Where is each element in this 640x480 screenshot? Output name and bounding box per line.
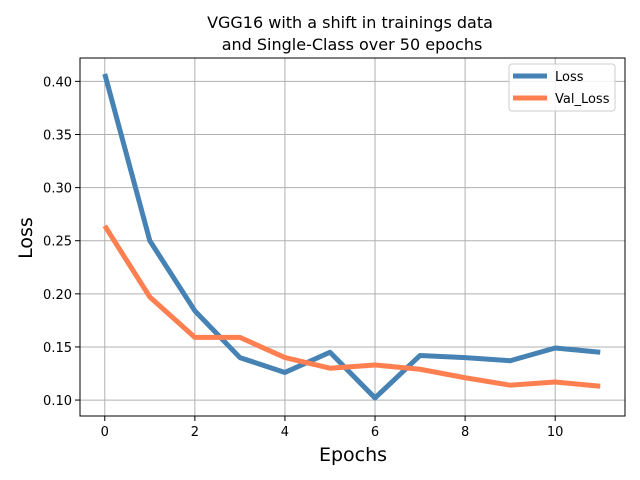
x-axis-title: Epochs <box>319 444 387 466</box>
y-tick-label: 0.40 <box>43 75 72 90</box>
y-tick-label: 0.20 <box>43 288 72 303</box>
x-tick-label: 2 <box>191 425 199 440</box>
x-tick-label: 8 <box>461 425 469 440</box>
legend: Loss Val_Loss <box>508 63 616 112</box>
y-tick-label: 0.30 <box>43 182 72 197</box>
y-tick-label: 0.25 <box>43 235 72 250</box>
x-tick-label: 4 <box>281 425 289 440</box>
plot-area-frame <box>79 57 626 417</box>
y-tick-label: 0.15 <box>43 341 72 356</box>
y-tick-label: 0.35 <box>43 128 72 143</box>
y-axis-title: Loss <box>15 217 37 259</box>
x-tick-label: 10 <box>547 425 564 440</box>
y-tick-label: 0.10 <box>43 394 72 409</box>
series-line-val-loss <box>102 224 601 389</box>
x-axis: 0 2 4 6 8 10 <box>101 416 564 440</box>
legend-label-loss: Loss <box>555 70 584 85</box>
x-tick-label: 6 <box>371 425 379 440</box>
chart-title-line-2: and Single-Class over 50 epochs <box>222 35 483 54</box>
series-lines <box>102 73 601 401</box>
y-axis: 0.10 0.15 0.20 0.25 0.30 0.35 0.40 <box>43 75 80 409</box>
chart-title-line-1: VGG16 with a shift in trainings data <box>207 13 493 32</box>
x-tick-label: 0 <box>101 425 109 440</box>
legend-label-val-loss: Val_Loss <box>555 92 610 107</box>
series-line-loss <box>102 73 601 401</box>
grid-lines <box>80 58 625 416</box>
